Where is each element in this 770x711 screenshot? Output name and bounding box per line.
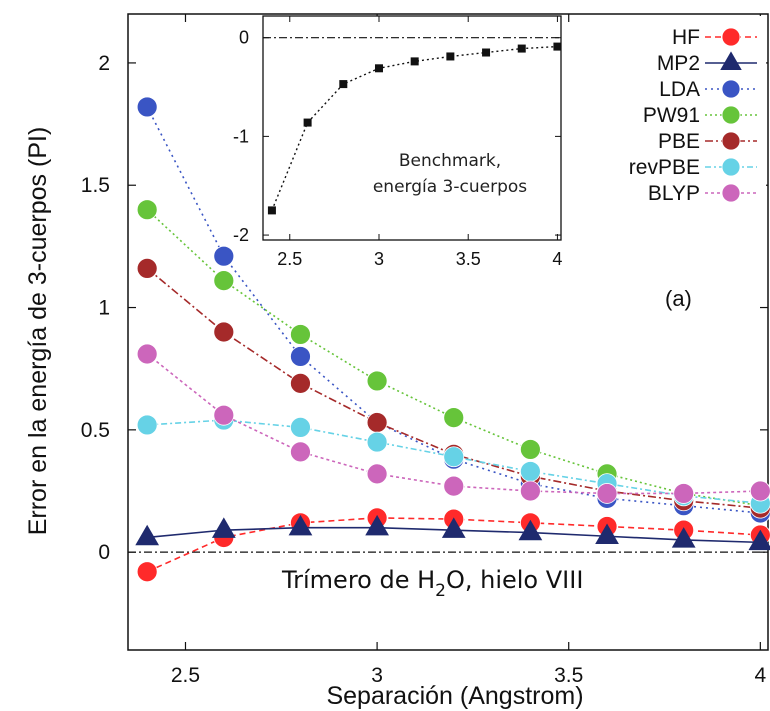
data-point-mp2 [748,529,770,551]
inset-background [263,16,561,240]
data-point-revpbe [366,431,388,453]
legend-label-blyp: BLYP [648,182,700,205]
data-point-mp2 [211,517,236,538]
inset-x-tick-label: 3.5 [456,249,481,269]
series-line-blyp [146,353,761,495]
data-point-revpbe [136,414,158,436]
data-point-blyp [213,404,235,426]
data-point-mp2 [518,519,543,541]
main-plot-frame [127,13,769,651]
inset-x-tick-label: 2.5 [277,249,302,269]
data-point-mp2 [288,514,313,536]
x-axis-label: Separación (Angstrom) [326,682,583,710]
inset-y-tick-label: -1 [233,126,249,146]
data-point-pw91 [290,324,311,345]
inset-x-tick-label: 4 [552,249,562,269]
system-annotation: Trímero de H2O, hielo VIII [281,566,583,601]
legend-marker-blyp [721,183,741,203]
data-point-lda [213,245,235,267]
panel-annotation: (a) [665,286,692,311]
y-tick-label: 1.5 [81,174,110,197]
data-point-revpbe [290,416,311,438]
inset-data-point [374,64,383,73]
inset-y-tick-label: 0 [239,28,249,48]
series-line-pbe [146,267,761,509]
legend-label-pw91: PW91 [643,104,700,127]
inset-data-point [553,42,562,51]
data-point-mp2 [595,523,619,544]
data-point-hf [136,561,158,583]
data-point-pw91 [519,439,541,460]
legend: HF MP2 LDA PW91 PBE revPBE BLYP [590,16,766,210]
data-point-pw91 [366,370,388,392]
x-tick-label: 3 [371,664,383,687]
data-point-blyp [290,441,311,463]
legend-marker-lda [721,79,741,99]
inset-data-point [410,57,419,66]
data-point-pbe [290,372,311,394]
y-tick-label: 0.5 [81,419,110,442]
inset-data-point [446,52,455,61]
data-point-pbe [366,412,388,433]
system-annotation-part: O, hielo VIII [446,566,583,594]
data-point-blyp [673,483,695,504]
data-point-pbe [213,321,235,343]
y-tick-label: 1 [98,297,110,320]
data-point-lda [290,346,311,367]
data-point-pbe [136,257,158,279]
inset-x-tick-label: 3 [374,249,384,269]
legend-label-mp2: MP2 [657,52,700,75]
x-tick-label: 4 [754,664,766,687]
inset-data-point [482,48,491,57]
inset-y-tick-label: -2 [233,225,249,245]
series-line-pw91 [146,209,761,507]
inset-data-point [303,118,312,127]
inset-annotation-line: Benchmark, [399,151,501,171]
legend-marker-mp2 [720,51,742,70]
data-point-blyp [749,480,770,502]
x-tick-label: 2.5 [171,664,200,687]
inset-plot-frame [262,15,562,241]
y-axis-label: Error en la energía de 3-cuerpos (PI) [24,127,52,536]
inset-annotation-line: energía 3-cuerpos [373,177,527,197]
data-point-blyp [136,343,158,365]
legend-label-lda: LDA [659,78,700,101]
data-point-pw91 [443,407,465,429]
x-tick-label: 3.5 [554,664,583,687]
data-point-blyp [519,480,541,502]
data-point-blyp [596,483,618,504]
data-point-pw91 [136,199,158,221]
data-point-revpbe [519,461,541,482]
data-point-mp2 [441,517,466,538]
legend-marker-pw91 [721,105,741,125]
legend-label-revpbe: revPBE [629,156,700,179]
system-annotation-part: Trímero de H [281,566,435,594]
y-tick-label: 2 [98,52,110,75]
data-point-revpbe [443,446,465,468]
y-tick-label: 0 [98,541,110,564]
legend-label-pbe: PBE [658,130,700,153]
inset-data-point [267,206,276,215]
legend-marker-hf [721,27,741,47]
data-point-pw91 [213,270,235,292]
inset-data-point [339,80,348,89]
data-point-mp2 [671,527,696,548]
data-point-lda [136,96,158,118]
inset-data-point [517,44,526,53]
data-point-blyp [366,463,388,485]
legend-marker-pbe [721,131,741,151]
main-plot-area: 2.5 3 3.5 4 0 0.5 1 1.5 2 [81,14,770,687]
data-point-mp2 [135,524,160,546]
legend-marker-revpbe [721,157,741,177]
inset-plot-area: 2.5 3 3.5 4 0 -1 -2 [233,16,562,269]
data-point-mp2 [365,514,389,536]
system-annotation-subscript: 2 [435,581,446,601]
data-point-blyp [443,475,465,497]
legend-label-hf: HF [672,26,700,49]
